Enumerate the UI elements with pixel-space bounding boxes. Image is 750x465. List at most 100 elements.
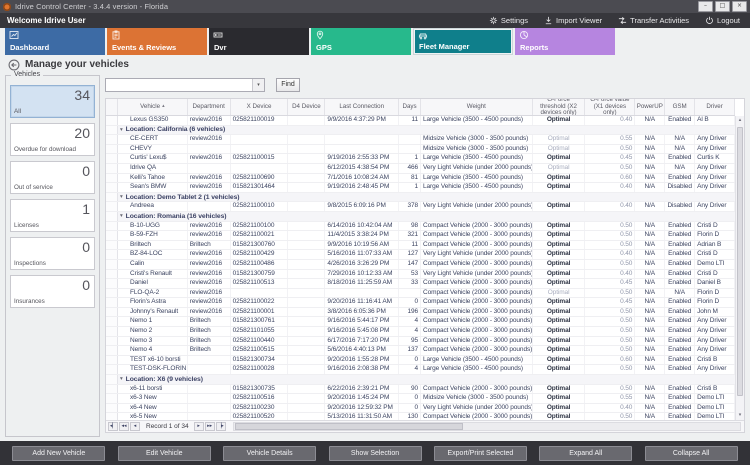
column-header-x_device[interactable]: X Device [231, 99, 289, 115]
prev-record-icon[interactable]: ◂ [130, 422, 140, 431]
vehicle-row[interactable]: Cristi's Renault review2016 015821300759 7/… [106, 269, 735, 280]
collapse-all-button[interactable]: Collapse All [644, 445, 738, 461]
vehicle-row[interactable]: CE-CERT review2016 Midsize Vehicle (3000 -… [106, 135, 735, 145]
next-page-icon[interactable]: ▸▸ [204, 422, 215, 431]
nav-tile-fleet-manager[interactable]: Fleet Manager [413, 28, 513, 55]
vehicle-row[interactable]: Idrive QA 6/12/2015 4:38:54 PM 466 Very Lig… [106, 163, 735, 174]
stat-card-all[interactable]: 34 All [10, 85, 95, 118]
horizontal-scrollbar-thumb[interactable] [234, 423, 463, 430]
maximize-icon[interactable]: □ [715, 1, 730, 12]
vehicle-row[interactable]: Florin's Astra review2016 025821100022 9/20… [106, 298, 735, 308]
action-label: Logout [717, 16, 740, 25]
scroll-down-icon[interactable]: ▾ [738, 412, 742, 418]
show-selection-button[interactable]: Show Selection [328, 445, 422, 461]
column-header-d4_device[interactable]: D4 Device [288, 99, 326, 115]
stat-card-inspections[interactable]: 0 Inspections [10, 237, 95, 270]
cell-g_threshold: Optimal [533, 317, 586, 327]
vehicle-row[interactable]: CHEVY Midsize Vehicle (3000 - 3500 pounds… [106, 144, 735, 155]
vehicle-row[interactable]: Curtis' Lexu$ review2016 025821100015 9/19/… [106, 154, 735, 164]
column-header-gsm[interactable]: GSM [665, 99, 696, 115]
vehicle-row[interactable]: TEST x6-10 borsti 015821300734 9/20/2016 1… [106, 355, 735, 366]
nav-tile-dvr[interactable]: Dvr [209, 28, 309, 55]
chevron-down-icon[interactable]: ▾ [252, 79, 264, 91]
cell-g_value: 0.40 [585, 250, 636, 259]
add-new-vehicle-button[interactable]: Add New Vehicle [12, 445, 106, 461]
column-header-last_connection[interactable]: Last Connection [325, 99, 400, 115]
vertical-scrollbar[interactable]: ▴ ▾ [735, 116, 744, 420]
vehicle-row[interactable]: Lexus GS350 review2016 025821100019 9/9/201… [106, 116, 735, 126]
prev-page-icon[interactable]: ◂◂ [119, 422, 129, 431]
vehicle-row[interactable]: Andreea 025821100010 9/8/2015 6:09:16 PM 37… [106, 202, 735, 212]
cell-driver: Demo LTI [695, 394, 735, 403]
stat-card-insurances[interactable]: 0 Insurances [10, 275, 95, 308]
column-header-days[interactable]: Days [399, 99, 422, 115]
vehicle-row[interactable]: TEST-DSK-FLORIN 025821100028 9/16/2016 2:0… [106, 365, 735, 376]
column-header-driver[interactable]: Driver [695, 99, 735, 115]
column-header-powerup[interactable]: PowerUP [635, 99, 666, 115]
search-input[interactable] [107, 80, 252, 90]
transfer-activities-action[interactable]: Transfer Activities [618, 16, 689, 25]
column-header-g_value[interactable]: G-Force value (X1 devices only) [585, 99, 636, 115]
nav-tile-events-reviews[interactable]: Events & Reviews [107, 28, 207, 55]
vehicle-row[interactable]: Nemo 4 Briltech 025821100515 5/6/2016 4:40:… [106, 346, 735, 356]
nav-tile-dashboard[interactable]: Dashboard [5, 28, 105, 55]
vehicle-row[interactable]: Nemo 1 Briltech 015821300761 9/16/2016 5:44… [106, 317, 735, 328]
vehicle-row[interactable]: Johnny's Renault review2016 025821100001 3/… [106, 307, 735, 318]
back-arrow-icon[interactable] [8, 59, 20, 71]
collapse-group-icon[interactable]: ▾ [120, 213, 123, 220]
vehicle-row[interactable]: BZ-84-LOC review2016 025821100429 5/16/2016… [106, 250, 735, 260]
import-viewer-action[interactable]: Import Viewer [544, 16, 602, 25]
collapse-group-icon[interactable]: ▾ [120, 376, 123, 383]
stat-card-licenses[interactable]: 1 Licenses [10, 199, 95, 232]
column-header-department[interactable]: Department [188, 99, 231, 115]
cell-weight: Compact Vehicle (2000 - 3000 pounds) [423, 231, 533, 240]
minimize-icon[interactable]: – [698, 1, 713, 12]
vehicle-row[interactable]: x6-4 New 025821100230 9/20/2016 12:59:32 P… [106, 403, 735, 414]
vehicle-row[interactable]: Nemo 3 Briltech 025821100440 6/17/2016 7:17… [106, 336, 735, 347]
export-print-selected-button[interactable]: Export/Print Selected [433, 445, 527, 461]
vehicle-row[interactable]: Daniel review2016 025821100513 8/18/2016 11… [106, 279, 735, 289]
vehicle-row[interactable]: x6-5 New 025821100520 5/13/2016 11:31:50 A… [106, 413, 735, 420]
cell-days: 4 [399, 365, 422, 375]
stat-card-overdue-for-download[interactable]: 20 Overdue for download [10, 123, 95, 156]
vehicle-details-button[interactable]: Vehicle Details [223, 445, 317, 461]
group-row[interactable]: ▾ Location: X6 (9 vehicles) [106, 375, 735, 385]
first-record-icon[interactable]: ◂▏ [108, 422, 118, 431]
group-row[interactable]: ▾ Location: Romania (16 vehicles) [106, 211, 735, 222]
vehicle-row[interactable]: Kelli's Tahoe review2016 025821100690 7/1/2… [106, 173, 735, 184]
vehicle-row[interactable]: FLO-QA-2 review2016 Compact Vehicle (2000 … [106, 288, 735, 299]
vehicle-row[interactable]: x6-11 borsti 015821300735 6/22/2016 2:39:2… [106, 384, 735, 395]
logout-action[interactable]: Logout [705, 16, 740, 25]
collapse-group-icon[interactable]: ▾ [120, 194, 123, 201]
column-header-g_threshold[interactable]: G-Force threshold (X2 devices only) [533, 99, 586, 115]
column-header-weight[interactable]: Weight [421, 99, 533, 115]
group-row[interactable]: ▾ Location: Demo Tablet 2 (1 vehicles) [106, 192, 735, 203]
stat-card-out-of-service[interactable]: 0 Out of service [10, 161, 95, 194]
find-button[interactable]: Find [276, 78, 300, 92]
column-header-vehicle[interactable]: Vehicle ▴ [118, 99, 188, 115]
collapse-group-icon[interactable]: ▾ [120, 126, 123, 133]
vertical-scrollbar-thumb[interactable] [737, 127, 743, 396]
horizontal-scrollbar[interactable] [232, 422, 741, 431]
last-record-icon[interactable]: ▕▸ [215, 422, 226, 431]
expand-all-button[interactable]: Expand All [539, 445, 633, 461]
vehicle-row[interactable]: Briltech Briltech 015821300760 9/9/2016 10:… [106, 240, 735, 251]
cell-driver: Cristi B [695, 384, 735, 394]
cell-powerup: N/A [635, 173, 666, 183]
scroll-up-icon[interactable]: ▴ [738, 117, 742, 123]
group-row[interactable]: ▾ Location: California (6 vehicles) [106, 125, 735, 136]
vehicle-row[interactable]: Calin review2016 025821100486 4/26/2016 3:2… [106, 259, 735, 270]
nav-tile-gps[interactable]: GPS [311, 28, 411, 55]
vehicle-row[interactable]: Sean's BMW review2016 015821301464 9/19/201… [106, 183, 735, 193]
nav-tile-reports[interactable]: Reports [515, 28, 615, 55]
close-icon[interactable]: × [732, 1, 747, 12]
cell-d4_device [288, 135, 326, 144]
edit-vehicle-button[interactable]: Edit Vehicle [117, 445, 211, 461]
cell-vehicle: TEST-DSK-FLORIN [118, 365, 188, 375]
settings-action[interactable]: Settings [489, 16, 528, 25]
vehicle-row[interactable]: Nemo 2 Briltech 025821101055 9/16/2016 5:45… [106, 327, 735, 337]
vehicle-row[interactable]: B-10-UGG review2016 025821100100 6/14/2016 … [106, 221, 735, 232]
next-record-icon[interactable]: ▸ [193, 422, 204, 431]
vehicle-row[interactable]: B-59-FZH review2016 025821100021 11/4/2015 … [106, 231, 735, 241]
vehicle-row[interactable]: x6-3 New 025821100516 9/20/2016 1:45:24 PM… [106, 394, 735, 404]
